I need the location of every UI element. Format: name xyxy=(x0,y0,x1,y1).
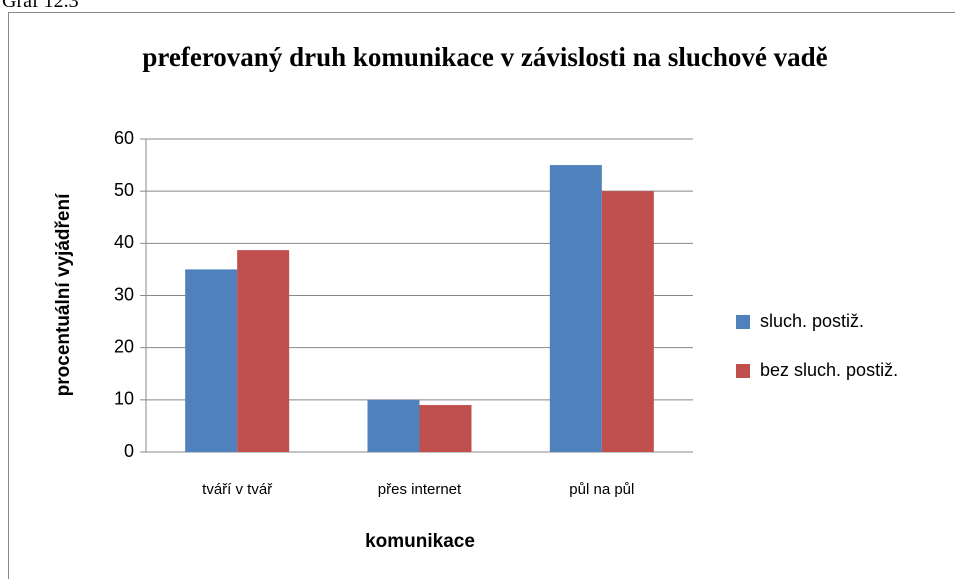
x-tick-label: přes internet xyxy=(378,481,462,498)
y-tick-label: 50 xyxy=(114,180,134,200)
legend-label: bez sluch. postiž. xyxy=(760,360,898,380)
bar xyxy=(185,269,238,452)
bar xyxy=(237,250,290,452)
y-tick-label: 20 xyxy=(114,336,134,356)
bar xyxy=(419,405,472,452)
x-tick-label: půl na půl xyxy=(569,481,634,498)
y-axis-label: procentuální vyjádření xyxy=(53,193,74,396)
bar xyxy=(367,399,420,452)
chart-frame xyxy=(8,12,955,579)
y-tick-label: 0 xyxy=(124,441,134,461)
y-tick-label: 60 xyxy=(114,128,134,148)
legend-swatch xyxy=(736,364,750,378)
chart-title: preferovaný druh komunikace v závislosti… xyxy=(142,42,828,72)
bar xyxy=(549,165,602,453)
legend-swatch xyxy=(736,315,750,329)
x-tick-label: tváří v tvář xyxy=(202,481,273,498)
bar xyxy=(601,191,654,452)
y-tick-label: 30 xyxy=(114,284,134,304)
legend-label: sluch. postiž. xyxy=(760,311,864,331)
caption: Graf 12.3 xyxy=(2,0,79,12)
x-axis-label: komunikace xyxy=(365,531,475,552)
y-tick-label: 40 xyxy=(114,232,134,252)
y-tick-label: 10 xyxy=(114,389,134,409)
